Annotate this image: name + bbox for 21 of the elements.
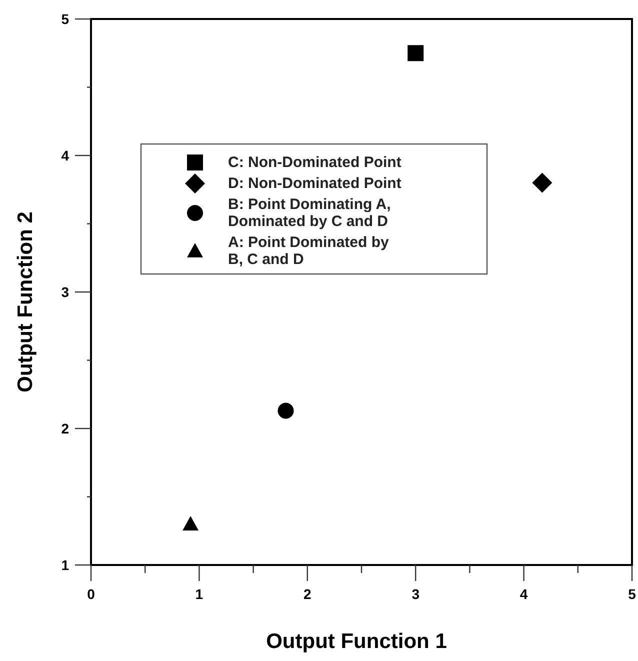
legend-label: B: Point Dominating A, Dominated by C and D (228, 196, 391, 230)
point (278, 402, 294, 419)
legend-label: D: Non-Dominated Point (228, 175, 402, 192)
x-tick-label: 2 (304, 586, 312, 602)
y-axis-title: Output Function 2 (14, 212, 37, 392)
x-tick-label: 4 (520, 586, 528, 602)
legend-label: A: Point Dominated by B, C and D (228, 234, 390, 268)
y-tick-label: 1 (61, 556, 70, 573)
point (182, 516, 199, 530)
x-tick-label: 3 (412, 586, 420, 602)
x-axis-title: Output Function 1 (266, 630, 448, 653)
y-tick-label: 2 (61, 420, 70, 436)
y-tick-label: 4 (61, 147, 70, 164)
legend-label: C: Non-Dominated Point (228, 154, 402, 171)
x-tick-label: 0 (87, 586, 96, 602)
x-tick-label: 5 (628, 586, 636, 602)
x-tick-label: 1 (195, 586, 204, 602)
y-tick-label: 5 (61, 10, 70, 27)
point (532, 172, 552, 193)
point (408, 45, 424, 62)
y-tick-label: 3 (61, 284, 70, 300)
